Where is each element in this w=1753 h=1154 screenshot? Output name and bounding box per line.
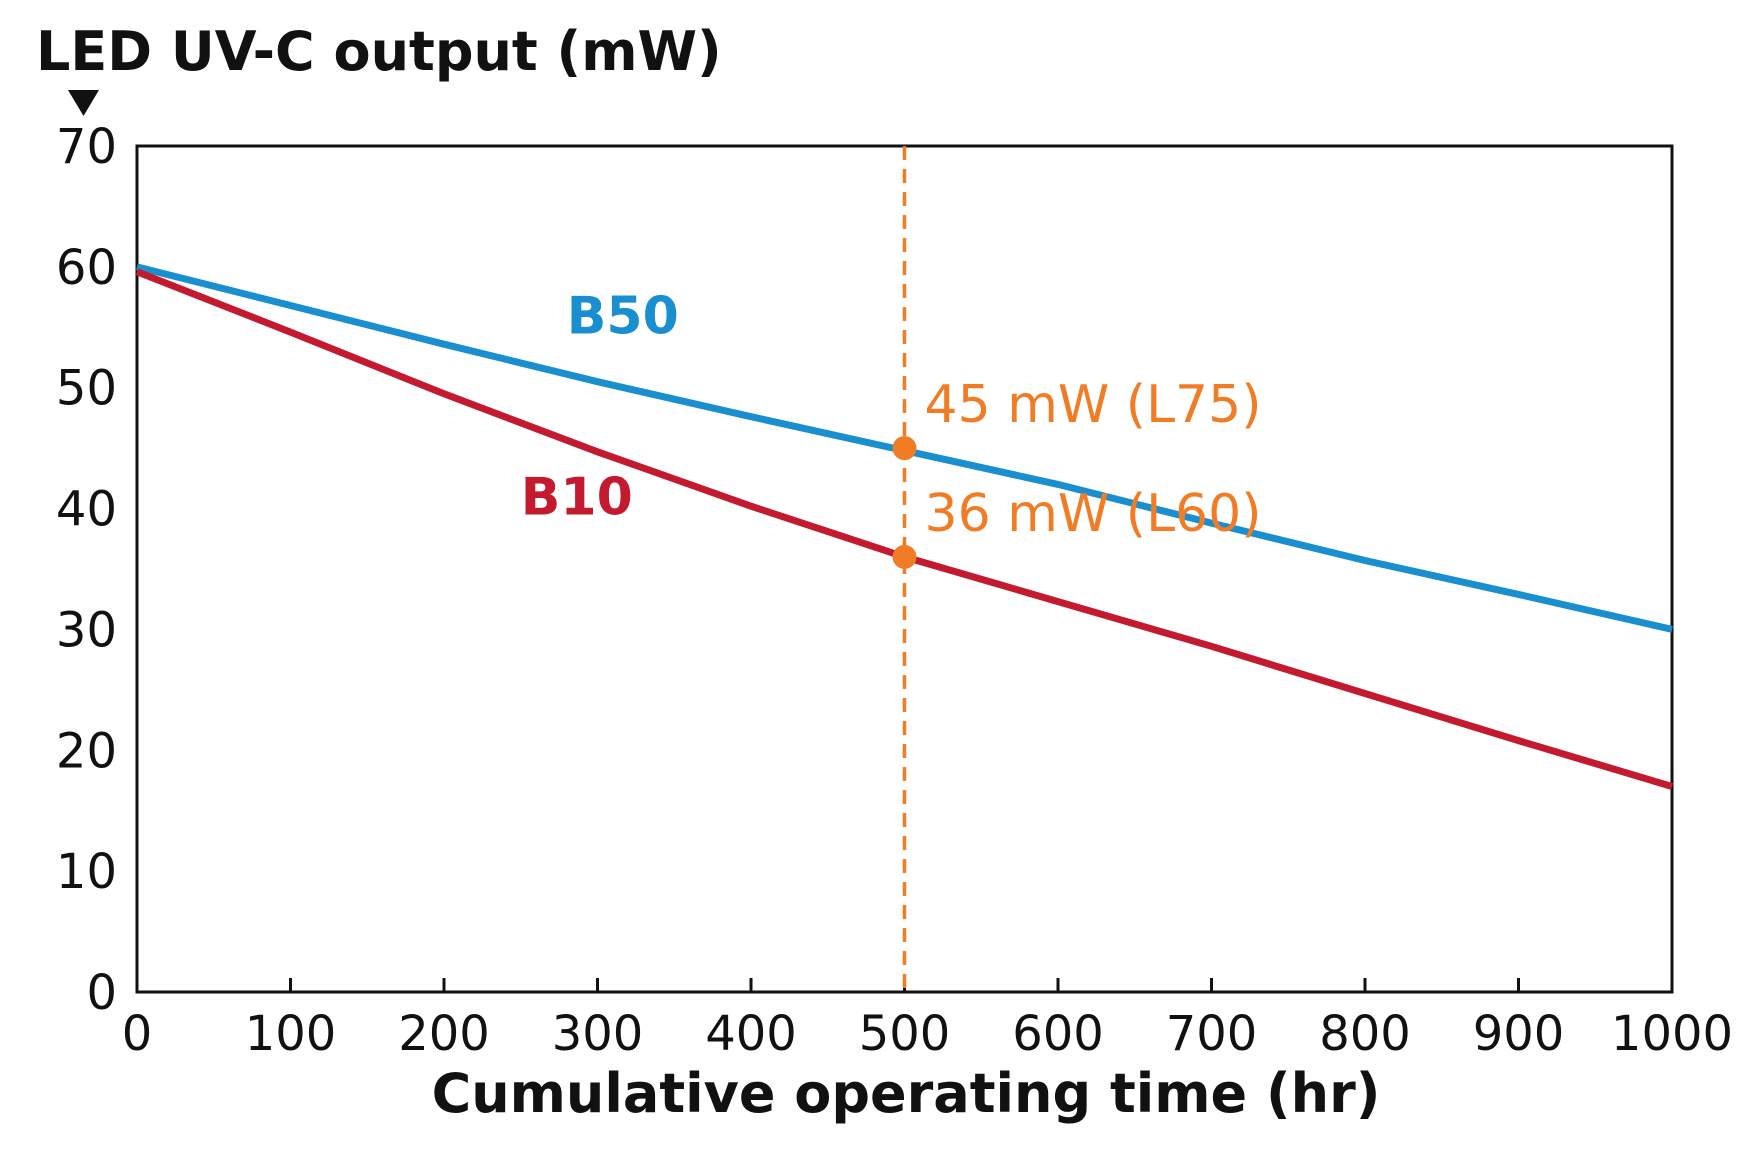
y-axis-label: LED UV-C output (mW) [36,20,722,83]
x-tick-label: 700 [1166,1006,1258,1062]
annotation-marker [892,544,917,569]
x-tick-label: 900 [1473,1006,1565,1062]
y-tick-label: 50 [56,361,117,417]
y-tick-label: 60 [56,240,117,296]
x-tick-label: 500 [859,1006,951,1062]
series-label-b10: B10 [521,468,633,528]
annotation-label: 36 mW (L60) [925,484,1262,544]
x-tick-label: 300 [552,1006,644,1062]
y-tick-label: 30 [56,602,117,658]
x-tick-label: 600 [1012,1006,1104,1062]
plot-area: 0 100 200 300 400 500 600 700 800 900 1000 0 10 20 30 4… [56,119,1733,1062]
y-tick-label: 20 [56,723,117,779]
x-tick-label: 200 [398,1006,490,1062]
x-tick-label: 800 [1319,1006,1411,1062]
y-tick-label: 10 [56,844,117,900]
annotation-marker [892,436,917,461]
x-tick-label: 0 [122,1006,153,1062]
series-label-b50: B50 [567,286,679,346]
annotation-label: 45 mW (L75) [925,375,1262,435]
x-tick-label: 400 [705,1006,797,1062]
y-tick-label: 0 [86,965,117,1021]
x-tick-label: 100 [245,1006,337,1062]
x-axis-label: Cumulative operating time (hr) [432,1062,1381,1125]
y-tick-label: 70 [56,119,117,175]
y-tick-label: 40 [56,482,117,538]
x-tick-label: 1000 [1611,1006,1733,1062]
y-axis-arrow-icon [68,90,99,116]
